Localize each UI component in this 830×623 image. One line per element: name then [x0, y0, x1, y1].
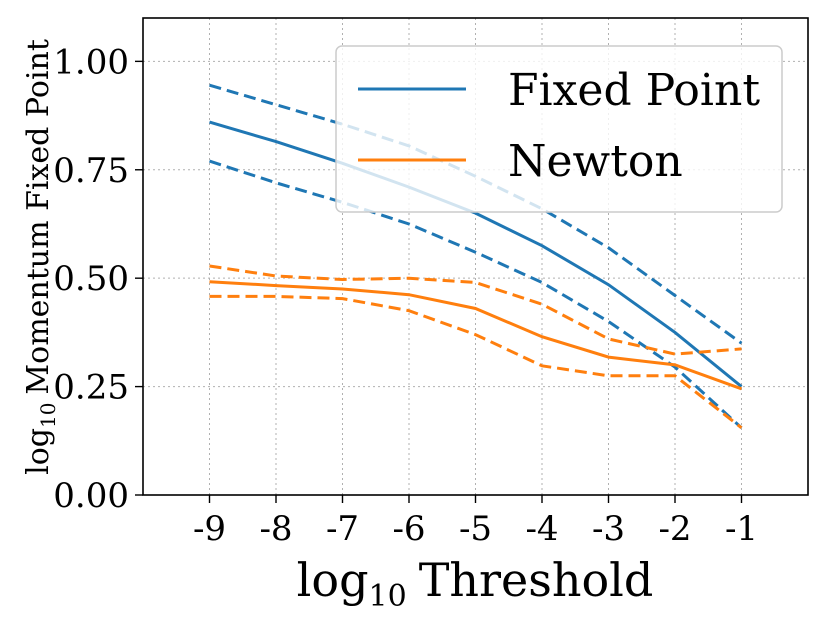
x-tick-label: -3: [592, 509, 625, 549]
series-newton-line: [209, 280, 743, 391]
series-fixed-point-lower-bound: [209, 159, 743, 429]
x-tick-label: -7: [326, 509, 359, 549]
x-tick-label: -4: [525, 509, 558, 549]
x-tick-label: -1: [725, 509, 758, 549]
series-newton-upper-bound: [209, 264, 742, 356]
series-newton-lower-bound: [209, 294, 743, 429]
legend: Fixed Point Newton: [335, 45, 783, 213]
x-axis-label-subscript: 10: [369, 579, 407, 614]
y-axis-label-subscript: 10: [36, 403, 60, 428]
y-tick-label: 0.75: [53, 151, 129, 191]
x-tick-label: -2: [658, 509, 691, 549]
y-tick-label: 1.00: [53, 42, 129, 82]
ticks: -9 -8 -7 -6 -5 -4 -3 -2 -1 0.00 0.25 0.50 0.75 1.00: [53, 42, 758, 549]
legend-label-newton: Newton: [508, 136, 683, 187]
x-axis-label-main: log: [297, 553, 369, 607]
series-layer: [209, 83, 743, 429]
series-fixed-point-line: [209, 120, 743, 388]
grid: [143, 18, 808, 495]
x-tick-label: -8: [259, 509, 292, 549]
x-tick-label: -9: [193, 509, 226, 549]
y-tick-label: 0.25: [53, 368, 129, 408]
x-tick-label: -5: [459, 509, 492, 549]
y-axis-label: log10 Momentum Fixed Point: [21, 39, 60, 475]
legend-label-fixed-point: Fixed Point: [508, 65, 760, 116]
y-axis-label-rest: Momentum Fixed Point: [21, 39, 56, 395]
y-axis-label-main: log: [21, 428, 56, 475]
y-tick-label: 0.50: [53, 259, 129, 299]
x-axis-label: log10 Threshold: [297, 553, 654, 614]
x-tick-label: -6: [392, 509, 425, 549]
y-tick-label: 0.00: [53, 476, 129, 516]
x-axis-label-rest: Threshold: [419, 553, 654, 607]
